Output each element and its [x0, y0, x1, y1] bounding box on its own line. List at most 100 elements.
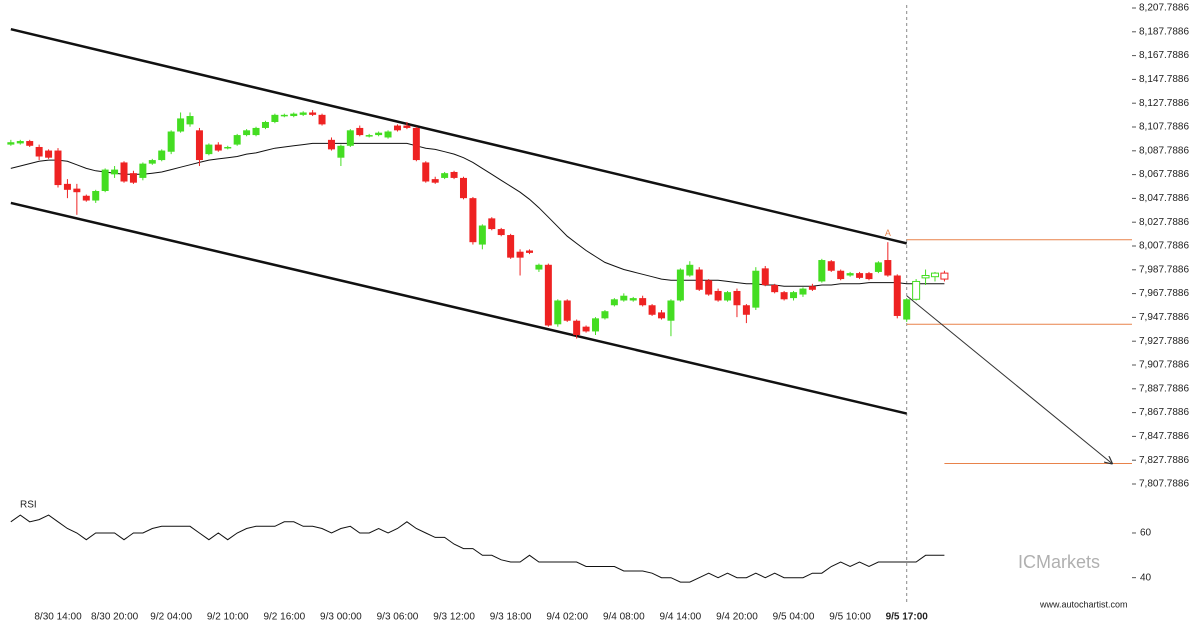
candle-body: [431, 179, 439, 183]
candle-body: [497, 229, 505, 236]
candle-body: [441, 173, 449, 178]
candle-body: [582, 326, 590, 332]
candle-body: [516, 251, 524, 258]
candle-body: [912, 280, 921, 300]
y-tick-label: 7,807.7886: [1139, 479, 1189, 490]
candle-body: [790, 292, 798, 299]
y-tick-label: 8,147.7886: [1139, 74, 1189, 85]
candle-body: [808, 286, 816, 290]
y-tick-label: 8,187.7886: [1139, 26, 1189, 37]
candle-body: [252, 127, 260, 136]
candle-body: [422, 162, 430, 182]
candle-body: [167, 131, 175, 152]
candle-body: [73, 188, 81, 193]
candle-body: [299, 112, 307, 115]
candle-body: [205, 144, 213, 155]
candle-body: [846, 273, 854, 276]
candle-body: [403, 125, 411, 128]
x-tick-label: 9/2 04:00: [150, 612, 192, 623]
candle-body: [393, 125, 401, 131]
x-tick-label: 9/2 16:00: [263, 612, 305, 623]
candle-body: [856, 273, 864, 278]
candle-body: [129, 173, 137, 183]
candle-body: [195, 130, 203, 161]
candle-body: [601, 311, 609, 319]
y-tick-label: 7,967.7886: [1139, 288, 1189, 299]
candle-body: [120, 162, 128, 182]
y-tick-label: 7,827.7886: [1139, 455, 1189, 466]
candle-body: [563, 300, 571, 321]
candle-body: [686, 264, 694, 276]
candle-body: [771, 285, 779, 293]
candle-body: [903, 299, 911, 320]
candle-body: [629, 298, 637, 301]
candle-body: [337, 145, 345, 158]
candle-body: [827, 261, 835, 271]
candle-body: [214, 144, 222, 151]
candle-body: [346, 130, 354, 146]
candle-body: [780, 292, 788, 300]
x-tick-label: 9/4 20:00: [716, 612, 758, 623]
y-tick-label: 8,207.7886: [1139, 3, 1189, 14]
y-tick-label: 8,087.7886: [1139, 145, 1189, 156]
candle-body: [837, 270, 845, 280]
x-tick-label: 9/4 14:00: [660, 612, 702, 623]
rsi-tick-label: 60: [1140, 528, 1152, 539]
candle-body: [554, 300, 562, 325]
candle-body: [224, 146, 232, 149]
x-tick-label: 9/5 04:00: [773, 612, 815, 623]
candle-body: [884, 260, 892, 276]
candle-body: [111, 169, 119, 175]
candle-body: [450, 171, 458, 178]
y-tick-label: 7,847.7886: [1139, 431, 1189, 442]
y-tick-label: 7,947.7886: [1139, 312, 1189, 323]
candle-body: [639, 298, 647, 306]
rsi-label: RSI: [20, 500, 37, 511]
candle-body: [733, 290, 741, 306]
candle-body: [507, 235, 515, 258]
moving-average: [10, 142, 945, 287]
candle-body: [45, 150, 53, 158]
candle-body: [724, 292, 732, 301]
candle-body: [54, 150, 62, 186]
y-tick-label: 8,167.7886: [1139, 50, 1189, 61]
source: www.autochartist.com: [1039, 599, 1128, 609]
candle-body: [940, 272, 949, 280]
candle-body: [752, 270, 760, 308]
y-tick-label: 7,927.7886: [1139, 336, 1189, 347]
candle-body: [243, 130, 251, 136]
candle-body: [930, 272, 939, 278]
channel-line: [10, 27, 907, 245]
y-tick-label: 8,067.7886: [1139, 169, 1189, 180]
forecast-arrow: [906, 295, 1112, 464]
candle-body: [667, 300, 675, 321]
x-tick-label: 9/3 06:00: [377, 612, 419, 623]
candle-body: [921, 274, 930, 279]
candle-body: [592, 318, 600, 332]
candle-body: [92, 191, 100, 201]
candle-body: [271, 114, 279, 122]
x-tick-label: 8/30 20:00: [91, 612, 139, 623]
candle-body: [384, 131, 392, 138]
candle-body: [82, 195, 90, 201]
x-tick-label: 9/5 10:00: [829, 612, 871, 623]
y-tick-label: 8,007.7886: [1139, 241, 1189, 252]
rsi-tick-label: 40: [1140, 572, 1152, 583]
candle-body: [535, 264, 543, 270]
candle-body: [874, 262, 882, 272]
candle-body: [676, 269, 684, 301]
candle-body: [573, 320, 581, 335]
x-tick-label: 8/30 14:00: [34, 612, 82, 623]
brand-logo: ICMarkets: [1018, 552, 1100, 572]
candle-body: [158, 150, 166, 161]
y-tick-label: 7,887.7886: [1139, 383, 1189, 394]
candle-body: [459, 177, 467, 199]
candle-body: [818, 260, 826, 282]
y-tick-label: 7,907.7886: [1139, 360, 1189, 371]
candle-body: [469, 198, 477, 243]
candle-body: [35, 146, 43, 157]
x-tick-label: 9/3 00:00: [320, 612, 362, 623]
candle-body: [761, 268, 769, 286]
candle-body: [544, 264, 552, 326]
